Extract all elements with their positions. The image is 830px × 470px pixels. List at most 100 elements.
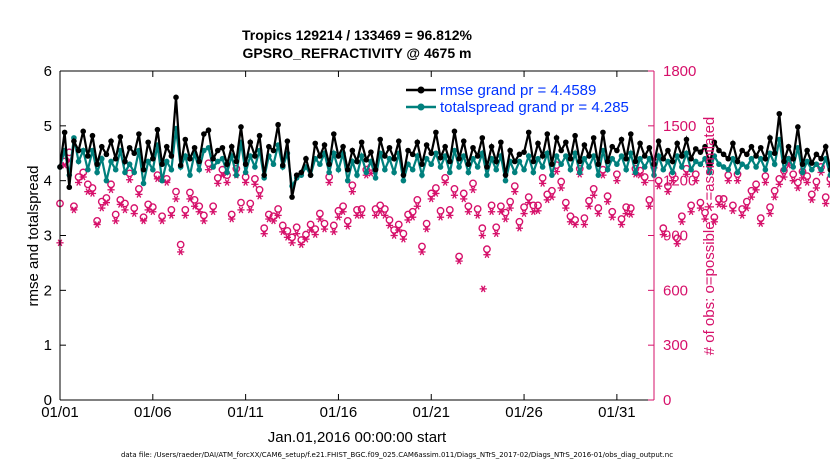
spread-point — [419, 172, 425, 178]
spread-point — [326, 169, 332, 176]
obs-possible-point — [752, 180, 760, 189]
obs-possible-point — [315, 209, 324, 218]
rmse-point — [270, 147, 277, 154]
rmse-point — [363, 157, 370, 163]
rmse-point — [822, 143, 829, 150]
obs-assimilated-point — [223, 179, 231, 186]
rmse-point — [669, 158, 676, 165]
obs-possible-point — [158, 212, 166, 221]
spread-point — [150, 166, 156, 173]
obs-assimilated-point — [752, 186, 760, 194]
spread-point — [145, 158, 151, 165]
obs-assimilated-point — [190, 202, 199, 210]
obs-possible-point — [283, 227, 292, 235]
obs-possible-point — [306, 220, 315, 229]
rmse-point — [261, 172, 267, 178]
obs-possible-point — [186, 188, 194, 197]
spread-point — [516, 158, 523, 165]
spread-point — [632, 169, 639, 176]
obs-assimilated-point — [692, 177, 700, 185]
obs-assimilated-point — [251, 180, 259, 188]
rmse-point — [75, 147, 82, 154]
spread-point — [85, 166, 91, 173]
obs-possible-point — [260, 224, 269, 233]
obs-possible-point — [111, 210, 120, 219]
obs-possible-point — [353, 206, 361, 214]
rmse-point — [354, 158, 360, 165]
obs-possible-point — [83, 180, 92, 189]
rmse-point — [344, 166, 351, 173]
obs-possible-point — [436, 206, 445, 215]
obs-possible-point — [492, 223, 501, 232]
rmse-point — [720, 151, 727, 158]
spread-point — [720, 164, 727, 170]
legend: rmse grand pr = 4.4589 totalspread grand… — [406, 82, 629, 116]
obs-possible-point — [617, 215, 626, 223]
spread-point — [655, 153, 662, 159]
spread-point — [414, 153, 421, 159]
obs-possible-point — [97, 197, 106, 206]
chart-title: Tropics 129214 / 133469 = 96.812% — [242, 27, 473, 43]
rmse-point — [665, 147, 671, 154]
rmse-point — [553, 135, 560, 141]
spread-point — [391, 169, 397, 176]
spread-point — [660, 166, 667, 173]
spread-point — [609, 155, 616, 162]
obs-assimilated-point — [325, 179, 333, 186]
obs-assimilated-point — [204, 166, 213, 174]
obs-assimilated-point — [664, 188, 672, 196]
obs-possible-point — [88, 184, 97, 192]
obs-assimilated-point — [348, 188, 356, 196]
obs-assimilated-point — [237, 206, 245, 214]
y-axis-label: rmse and totalspread — [25, 166, 42, 307]
spread-point — [205, 144, 212, 151]
rmse-point — [744, 151, 750, 158]
y2-tick-label: 0 — [663, 392, 671, 409]
rmse-point — [609, 143, 616, 150]
obs-possible-point — [487, 201, 496, 210]
rmse-point — [405, 147, 411, 154]
spread-point — [525, 153, 532, 159]
obs-assimilated-point — [733, 177, 742, 185]
obs-assimilated-point — [274, 211, 282, 219]
rmse-point — [739, 147, 745, 154]
obs-assimilated-point — [139, 217, 148, 225]
obs-possible-point — [264, 210, 273, 219]
obs-assimilated-point — [288, 239, 296, 247]
obs-possible-point — [413, 195, 422, 204]
spread-point — [739, 161, 745, 168]
obs-possible-point — [251, 174, 259, 183]
legend-spread-marker — [417, 103, 425, 111]
rmse-point — [103, 151, 110, 158]
obs-possible-point — [483, 245, 491, 254]
obs-assimilated-point — [771, 193, 779, 201]
obs-assimilated-point — [395, 226, 403, 234]
obs-possible-point — [664, 182, 672, 191]
obs-assimilated-point — [93, 221, 101, 228]
rmse-point — [558, 147, 564, 154]
spread-point — [753, 164, 759, 170]
obs-possible-point — [789, 170, 798, 179]
obs-possible-point — [399, 229, 408, 238]
obs-possible-point — [455, 252, 463, 261]
obs-possible-point — [622, 203, 631, 212]
obs-assimilated-point — [334, 213, 343, 221]
obs-possible-point — [339, 202, 347, 211]
spread-point — [433, 150, 439, 157]
obs-assimilated-point — [376, 208, 384, 216]
rmse-point — [748, 143, 755, 150]
spread-point — [711, 153, 718, 159]
y-tick-label: 1 — [44, 337, 52, 354]
rmse-point — [734, 158, 741, 165]
rmse-point — [646, 144, 653, 151]
rmse-point — [498, 139, 504, 146]
spread-point — [757, 155, 764, 162]
obs-assimilated-point — [562, 204, 570, 212]
rmse-point — [688, 155, 694, 162]
rmse-point — [563, 139, 569, 146]
rmse-point — [683, 136, 690, 143]
spread-point — [163, 158, 170, 165]
rmse-series-line — [58, 97, 830, 198]
obs-assimilated-point — [242, 179, 250, 186]
